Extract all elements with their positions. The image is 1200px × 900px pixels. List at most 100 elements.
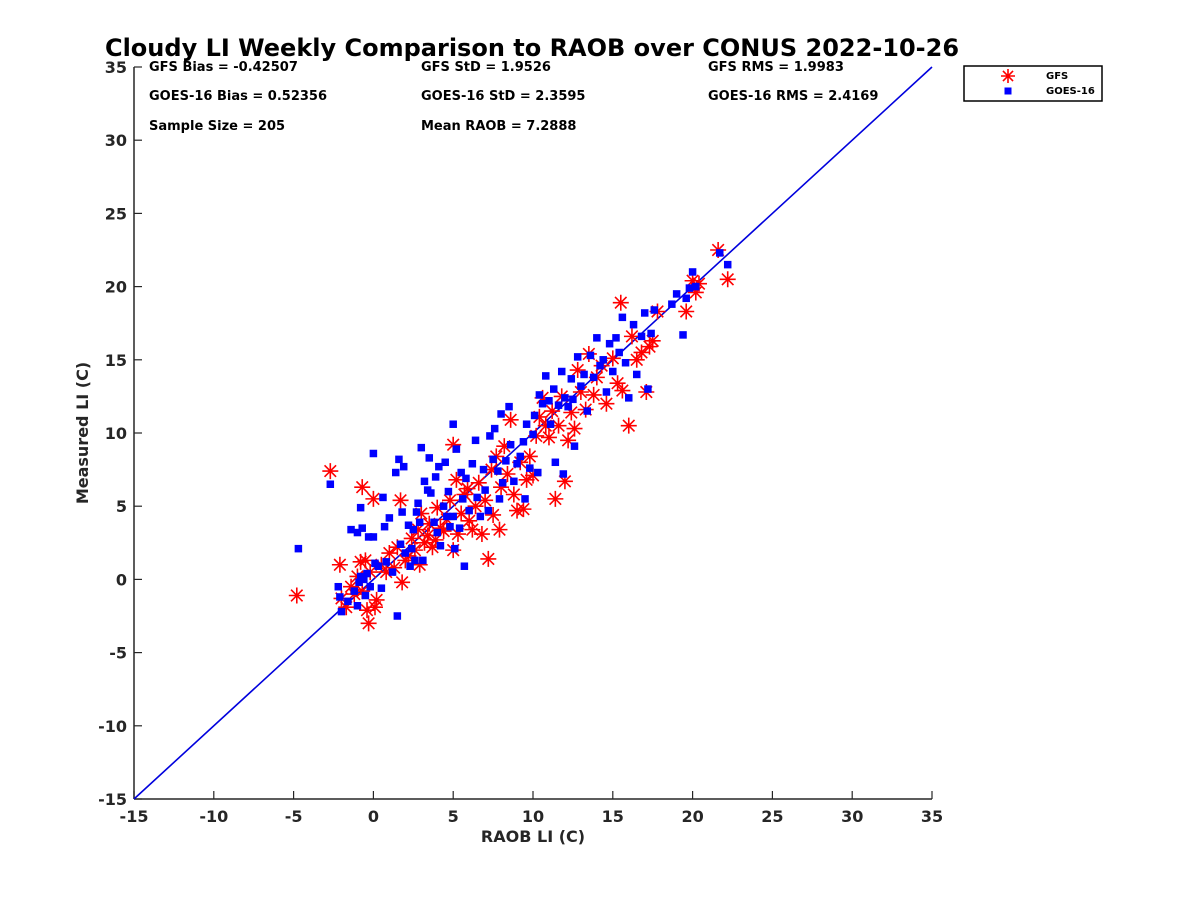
goes-16-point — [436, 541, 445, 550]
goes-16-point — [355, 578, 363, 587]
goes-16-point — [534, 468, 542, 477]
goes-16-point — [412, 508, 421, 516]
goes-16-point — [427, 489, 435, 497]
y-tick-label: 10 — [105, 424, 127, 443]
goes-16-point — [399, 462, 408, 471]
legend-goes-square — [1004, 87, 1012, 95]
goes-16-point — [420, 477, 429, 486]
goes-16-point — [462, 474, 470, 483]
gfs-point — [366, 599, 383, 616]
goes-16-point — [679, 331, 687, 339]
gfs-point — [719, 271, 736, 288]
legend: GFS GOES-16 — [963, 65, 1103, 102]
goes-16-point — [535, 391, 544, 399]
x-tick-label: 25 — [761, 807, 783, 826]
gfs-point — [386, 559, 403, 576]
x-tick-label: 0 — [368, 807, 379, 826]
legend-box — [963, 65, 1103, 102]
gfs-point — [394, 574, 411, 591]
gfs-point — [442, 492, 459, 509]
goes-16-point — [449, 512, 457, 521]
gfs-point — [413, 505, 430, 522]
stats-panel: GFS Bias = -0.42507 GFS StD = 1.9526 GFS… — [149, 60, 878, 134]
goes-16-point — [668, 300, 676, 308]
gfs-point — [509, 502, 526, 519]
goes-16-point — [526, 464, 534, 472]
legend-gfs-label: GFS — [1046, 71, 1068, 82]
goes-16-point — [452, 445, 461, 453]
goes-16-point — [433, 528, 441, 537]
gfs-point — [563, 404, 580, 421]
gfs-point — [521, 448, 538, 465]
stat-gfs-rms: GFS RMS = 1.9983 — [708, 60, 844, 75]
goes-16-point — [629, 320, 638, 329]
gfs-point — [493, 479, 510, 496]
gfs-point — [288, 587, 305, 604]
gfs-point — [505, 486, 522, 503]
goes-16-point — [468, 459, 477, 468]
gfs-point — [435, 523, 452, 540]
goes-16-point — [723, 260, 732, 269]
gfs-point — [360, 615, 377, 632]
goes-16-point — [415, 518, 424, 527]
gfs-point — [684, 272, 701, 289]
gfs-point — [424, 539, 441, 556]
gfs-point — [449, 526, 466, 543]
series-goes-16 — [294, 249, 732, 620]
goes-16-point — [559, 470, 568, 478]
gfs-point — [381, 545, 398, 562]
goes-16-point — [580, 370, 588, 379]
goes-16-point — [497, 410, 505, 418]
gfs-point — [365, 490, 382, 507]
y-ticks: -15 -10 -5 0 5 10 15 20 25 30 35 — [98, 58, 142, 809]
goes-16-point — [326, 480, 335, 488]
gfs-point — [525, 467, 541, 484]
y-tick-label: 15 — [105, 351, 127, 370]
goes-16-point — [573, 353, 582, 361]
x-tick-label: 20 — [681, 807, 703, 826]
gfs-point — [499, 465, 516, 482]
goes-16-point — [489, 455, 497, 464]
gfs-point — [609, 375, 626, 392]
x-tick-label: -5 — [285, 807, 303, 826]
goes-16-point — [417, 443, 426, 452]
x-tick-label: 10 — [522, 807, 544, 826]
goes-16-point — [618, 313, 627, 322]
goes-16-point — [395, 455, 403, 464]
gfs-point — [623, 328, 640, 345]
gfs-point — [604, 350, 621, 367]
goes-16-point — [363, 569, 371, 578]
y-tick-label: 25 — [105, 204, 127, 223]
goes-16-point — [615, 348, 623, 357]
goes-16-point — [685, 284, 694, 292]
goes-16-point — [360, 575, 368, 584]
goes-16-point — [380, 522, 389, 531]
x-tick-label: -15 — [120, 807, 149, 826]
goes-16-point — [621, 358, 630, 367]
gfs-point — [620, 417, 637, 434]
goes-16-point — [476, 512, 485, 521]
goes-16-point — [379, 493, 387, 502]
goes-16-point — [444, 487, 453, 496]
x-tick-label: -10 — [199, 807, 228, 826]
x-tick-label: 35 — [921, 807, 943, 826]
x-tick-label: 30 — [841, 807, 863, 826]
goes-16-point — [715, 249, 724, 257]
goes-16-point — [455, 524, 464, 532]
goes-16-point — [495, 495, 504, 503]
gfs-point — [566, 420, 583, 437]
goes-16-point — [589, 373, 598, 382]
y-tick-label: 0 — [116, 570, 127, 589]
goes-16-point — [451, 544, 459, 553]
goes-16-point — [486, 432, 494, 440]
goes-16-point — [577, 382, 585, 390]
gfs-point — [485, 506, 502, 523]
stat-gfs-bias: GFS Bias = -0.42507 — [149, 60, 298, 75]
legend-gfs-asterisk — [1001, 69, 1015, 83]
gfs-point — [556, 473, 573, 490]
x-ticks: -15 -10 -5 0 5 10 15 20 25 30 35 — [120, 791, 943, 826]
stat-sample-size: Sample Size = 205 — [149, 119, 285, 134]
goes-16-point — [498, 479, 507, 487]
goes-16-point — [366, 582, 374, 591]
goes-16-point — [602, 388, 611, 396]
